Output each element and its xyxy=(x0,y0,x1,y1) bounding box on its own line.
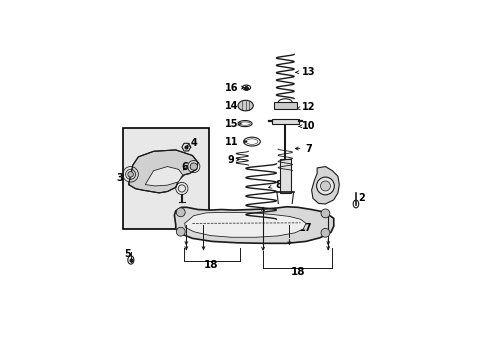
Text: 1: 1 xyxy=(322,168,328,179)
Text: 13: 13 xyxy=(295,67,315,77)
Text: 18: 18 xyxy=(203,260,218,270)
Text: 7: 7 xyxy=(295,144,311,153)
Circle shape xyxy=(176,208,185,217)
Circle shape xyxy=(316,177,334,195)
Text: 12: 12 xyxy=(296,102,315,112)
Text: 16: 16 xyxy=(224,82,244,93)
Ellipse shape xyxy=(238,100,253,111)
Circle shape xyxy=(320,228,329,237)
Polygon shape xyxy=(145,167,183,186)
Text: 8: 8 xyxy=(268,180,281,190)
Text: 14: 14 xyxy=(224,100,241,111)
Text: 6: 6 xyxy=(181,162,188,172)
Text: 11: 11 xyxy=(224,136,246,147)
Text: 15: 15 xyxy=(224,118,241,129)
Polygon shape xyxy=(311,167,339,204)
FancyBboxPatch shape xyxy=(123,128,208,229)
Text: 5: 5 xyxy=(124,249,131,259)
Text: 2: 2 xyxy=(357,193,364,203)
Circle shape xyxy=(190,163,197,170)
Circle shape xyxy=(176,227,185,236)
FancyBboxPatch shape xyxy=(280,159,290,193)
Polygon shape xyxy=(128,150,198,193)
Text: 10: 10 xyxy=(298,121,315,131)
Polygon shape xyxy=(184,212,305,237)
Text: 18: 18 xyxy=(290,267,305,277)
Text: 17: 17 xyxy=(292,222,312,233)
Circle shape xyxy=(320,181,330,191)
Circle shape xyxy=(320,209,329,218)
Circle shape xyxy=(127,172,133,177)
Text: 9: 9 xyxy=(227,155,239,165)
FancyBboxPatch shape xyxy=(271,119,298,124)
FancyBboxPatch shape xyxy=(273,102,296,109)
Text: 3: 3 xyxy=(116,173,123,183)
Polygon shape xyxy=(174,207,333,243)
Text: 4: 4 xyxy=(187,138,197,148)
